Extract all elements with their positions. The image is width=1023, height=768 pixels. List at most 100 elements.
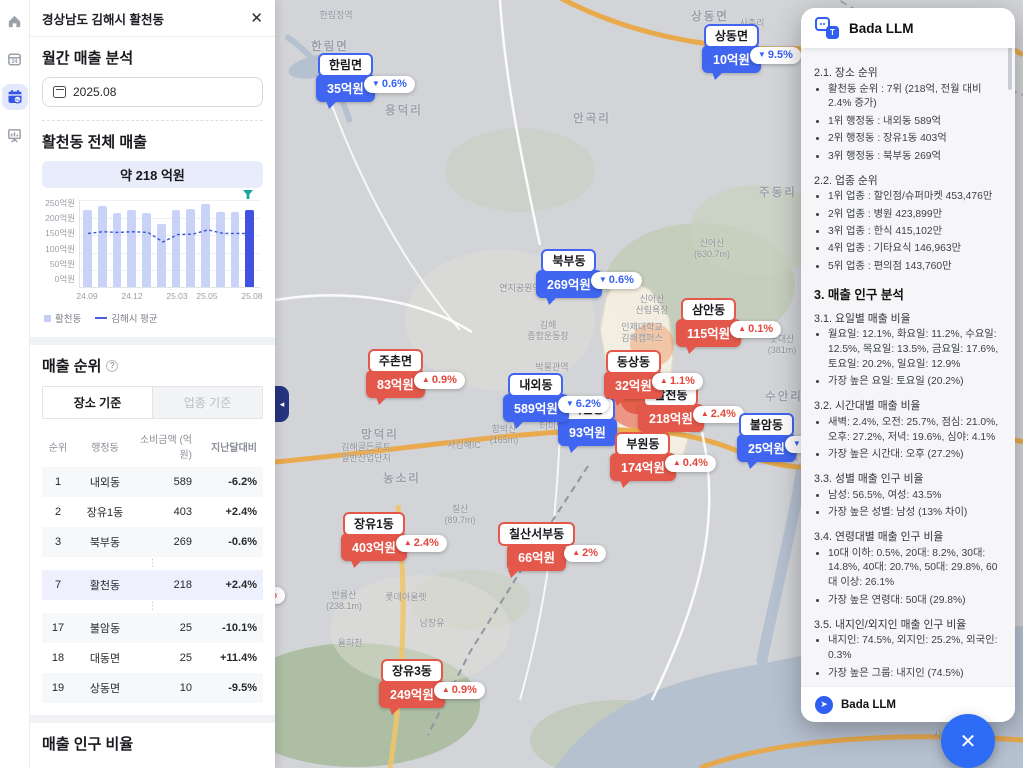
map-place-label: 김해 종합운동장: [527, 320, 568, 343]
table-row[interactable]: ⋮: [42, 557, 263, 570]
panel-collapse-handle[interactable]: ◂: [275, 386, 289, 422]
marker-district-name: 주촌면: [368, 349, 423, 373]
llm-bullet-list: 내지인: 74.5%, 외지인: 25.2%, 외국인: 0.3% 가장 높은 그…: [828, 634, 1002, 681]
marker-district-name: 장유1동: [343, 512, 405, 536]
tab-industry-criteria[interactable]: 업종 기준: [153, 387, 262, 418]
llm-bullet-item: 2위 행정동 : 장유1동 403억: [828, 132, 1002, 147]
table-row[interactable]: ⋮: [42, 600, 263, 613]
map-place-label: 신어산 산림욕장: [635, 294, 668, 317]
chart-plot-area: [79, 200, 260, 288]
table-row[interactable]: 18대동면25+11.4%: [42, 643, 263, 673]
map-place-label: 안곡리: [573, 112, 611, 126]
table-row[interactable]: 2장유1동403+2.4%: [42, 497, 263, 527]
map-marker-내외동[interactable]: 내외동589억원▼6.2%: [503, 373, 569, 429]
llm-bullet-item: 3위 업종 : 한식 415,102만: [828, 225, 1002, 240]
map-place-label: 반룡산 (238.1m): [326, 590, 362, 613]
table-row[interactable]: 3북부동269-0.6%: [42, 527, 263, 557]
marker-district-name: 삼안동: [681, 298, 736, 322]
nav-store-button[interactable]: 24: [2, 46, 28, 72]
llm-bullet-item: 가장 높은 그룹: 내지인 (74.5%): [828, 667, 1002, 682]
map-place-label: 김해골든루트 일반산업단지: [341, 442, 391, 465]
llm-bullet-item: 월요일: 12.1%, 화요일: 11.2%, 수요일: 12.5%, 목요일:…: [828, 328, 1002, 373]
llm-section-heading: 3. 매출 인구 분석: [814, 284, 1002, 303]
map-marker-삼안동[interactable]: 삼안동115억원▲0.1%: [676, 298, 741, 354]
marker-district-name: 북부동: [541, 249, 596, 273]
x-tick-label: 24.12: [121, 291, 142, 301]
change-badge: ▼9.5%: [750, 47, 801, 64]
svg-text:%: %: [15, 97, 20, 103]
table-row[interactable]: 17불암동25-10.1%: [42, 613, 263, 643]
map-marker-부원동[interactable]: 부원동174억원▲0.4%: [610, 432, 676, 488]
marker-sales-value: 66억원: [507, 543, 566, 571]
nav-sales-analysis-button[interactable]: %: [2, 84, 28, 110]
map-place-label: 롯데아울렛: [385, 592, 426, 603]
marker-district-name: 불암동: [739, 413, 794, 437]
change-badge: ▲0.1%: [730, 321, 781, 338]
map-marker-불암동[interactable]: 불암동25억원▼10.1%: [737, 413, 796, 469]
change-badge: ▼0.6%: [364, 76, 415, 93]
marker-district-name: 장유3동: [381, 659, 443, 683]
llm-bullet-item: 10대 이하: 0.5%, 20대: 8.2%, 30대: 14.8%, 40대…: [828, 547, 1002, 592]
llm-response-content[interactable]: 2.1. 장소 순위활천동 순위 : 7위 (218억, 전월 대비 2.4% …: [801, 48, 1015, 686]
marker-district-name: 내외동: [508, 373, 563, 397]
map-marker-상동면[interactable]: 상동면10억원▼9.5%: [702, 24, 761, 80]
monthly-sales-chart: 250억원200억원150억원100억원50억원0억원: [42, 200, 263, 288]
llm-section-heading: 2.2. 업종 순위: [814, 172, 1002, 188]
llm-bullet-item: 5위 업종 : 편의점 143,760만: [828, 260, 1002, 275]
map-marker-장유1동[interactable]: 장유1동403억원▲2.4%: [341, 512, 407, 568]
chart-board-icon: [6, 127, 23, 144]
calendar-icon: [53, 86, 66, 98]
monthly-analysis-title: 월간 매출 분석: [42, 47, 263, 68]
llm-bullet-item: 4위 업종 : 기타요식 146,963만: [828, 242, 1002, 257]
llm-bullet-item: 1위 업종 : 할인점/슈퍼마켓 453,476만: [828, 190, 1002, 205]
nav-report-button[interactable]: [2, 122, 28, 148]
help-icon[interactable]: ?: [106, 360, 118, 372]
map-marker-동상동[interactable]: 동상동32억원▲1.1%: [604, 350, 663, 406]
llm-section-heading: 3.3. 성별 매출 인구 비율: [814, 470, 1002, 486]
map-marker-북부동[interactable]: 북부동269억원▼0.6%: [536, 249, 602, 305]
send-icon: ➤: [815, 696, 833, 714]
x-tick-label: 25.05: [196, 291, 217, 301]
map-marker-한림면[interactable]: 한림면35억원▼0.6%: [316, 53, 375, 109]
x-tick-label: 25.08: [241, 291, 262, 301]
marker-district-name: 한림면: [318, 53, 373, 77]
store-24-icon: 24: [6, 51, 23, 68]
table-row[interactable]: 19상동면10-9.5%: [42, 673, 263, 703]
nav-home-button[interactable]: [2, 8, 28, 34]
legend-line-swatch: [95, 317, 107, 319]
llm-section-heading: 2.1. 장소 순위: [814, 64, 1002, 80]
llm-bullet-item: 2위 업종 : 병원 423,899만: [828, 208, 1002, 223]
panel-close-icon[interactable]: ✕: [250, 11, 263, 26]
llm-bullet-list: 1위 업종 : 할인점/슈퍼마켓 453,476만 2위 업종 : 병원 423,…: [828, 190, 1002, 275]
map-place-label: 상동면: [691, 10, 729, 24]
legend-series1-label: 활천동: [55, 311, 81, 325]
map-marker-장유3동[interactable]: 장유3동249억원▲0.9%: [379, 659, 445, 715]
chart-y-axis: 250억원200억원150억원100억원50억원0억원: [42, 200, 79, 288]
sales-analysis-calendar-icon: %: [6, 88, 24, 106]
rank-table-header: 순위: [42, 423, 74, 467]
demographics-title: 매출 인구 비율: [42, 733, 263, 754]
total-sales-value: 약 218 억원: [42, 161, 263, 188]
tab-place-criteria[interactable]: 장소 기준: [43, 387, 153, 418]
table-row[interactable]: 7활천동218+2.4%: [42, 570, 263, 600]
llm-bullet-list: 월요일: 12.1%, 화요일: 11.2%, 수요일: 12.5%, 목요일:…: [828, 328, 1002, 390]
breadcrumb-region-title: 경상남도 김해시 활천동: [42, 9, 164, 28]
map-place-label: 연지공원역: [499, 283, 540, 294]
map-marker-칠산서부동[interactable]: 칠산서부동66억원▲2%: [498, 522, 575, 578]
map-place-label: 주동리: [759, 186, 797, 200]
x-tick-label: 25.03: [166, 291, 187, 301]
table-row[interactable]: 1내외동589-6.2%: [42, 467, 263, 497]
map-place-label: 서김해IC: [447, 440, 481, 451]
rank-table: 순위행정동소비금액 (억원)지난달대비 1내외동589-6.2%2장유1동403…: [42, 423, 263, 703]
analysis-panel: 경상남도 김해시 활천동 ✕ 월간 매출 분석 2025.08 활천동 전체 매…: [30, 0, 275, 768]
close-assistant-fab[interactable]: ✕: [941, 714, 995, 768]
llm-footer: ➤ Bada LLM: [801, 686, 1015, 722]
map-place-label: 수안리: [765, 390, 803, 404]
month-picker-input[interactable]: 2025.08: [42, 77, 263, 107]
legend-series2-label: 김해시 평균: [111, 311, 157, 325]
map-place-label: 망덕리: [361, 428, 399, 442]
llm-bullet-item: 내지인: 74.5%, 외지인: 25.2%, 외국인: 0.3%: [828, 634, 1002, 664]
map-place-label: 칠산 (89.7m): [444, 504, 475, 527]
section-divider-band: [30, 337, 275, 345]
map-marker-주촌면[interactable]: 주촌면83억원▲0.9%: [366, 349, 425, 405]
